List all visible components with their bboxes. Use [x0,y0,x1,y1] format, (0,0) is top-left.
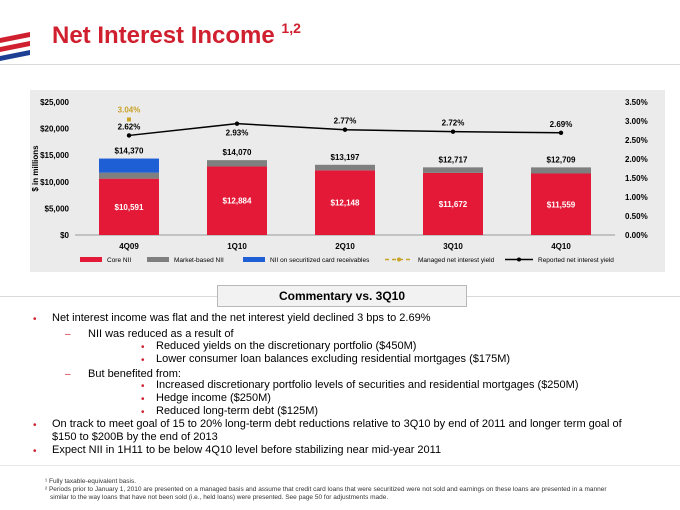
footnote-1: ¹ Fully taxable-equivalent basis. [45,478,137,485]
chart-panel: $0 $5,000 $10,000 $15,000 $20,000 $25,000 0.00… [30,90,665,272]
managed-yield-point [127,117,131,122]
commentary-divider-left [0,296,217,297]
y-tick-label: $20,000 [40,125,69,134]
reported-yield-point [126,133,132,138]
reported-yield-point [450,129,456,134]
bullet-1: Net interest income was flat and the net… [52,312,431,324]
bar-securitized-nii [99,158,159,173]
bullet-1a1: Reduced yields on the discretionary port… [156,340,417,352]
bullet-2-line1: On track to meet goal of 15 to 20% long-… [52,418,622,430]
bar-market-based-nii [315,164,375,171]
legend-reported-yield-label: Reported net interest yield [538,257,614,264]
y2-tick-label: 2.00% [625,155,648,164]
nii-chart: $0 $5,000 $10,000 $15,000 $20,000 $25,000 0.00… [31,98,648,264]
bullet-marker: • [33,314,37,325]
bullet-marker: • [141,407,145,418]
x-tick-label: 1Q10 [227,242,247,251]
dash-marker: – [65,369,71,380]
total-value-label: $14,070 [223,148,252,157]
x-tick-label: 3Q10 [443,242,463,251]
bar-core-nii [315,170,375,235]
bar-market-based-nii [99,172,159,179]
title-divider [0,64,680,65]
total-value-label: $14,370 [115,147,144,156]
bullet-3: Expect NII in 1H11 to be below 4Q10 leve… [52,444,442,456]
commentary-divider-right [467,296,680,297]
y2-tick-label: 0.50% [625,212,648,221]
bullet-marker: • [141,381,145,392]
managed-yield-label: 3.04% [118,105,141,114]
y2-tick-label: 1.00% [625,193,648,202]
bar-core-nii [99,178,159,235]
core-value-label: $10,591 [115,203,144,212]
legend-market-based-nii-label: Market-based NII [174,257,224,264]
legend-managed-yield-marker [397,257,401,262]
y-tick-label: $25,000 [40,98,69,107]
bullet-marker: • [141,342,145,353]
bullet-marker: • [33,446,37,457]
y-tick-label: $5,000 [45,204,70,213]
x-tick-label: 2Q10 [335,242,355,251]
bar-market-based-nii [207,160,267,167]
bullet-1a2: Lower consumer loan balances excluding r… [156,353,511,365]
y-tick-label: $10,000 [40,178,69,187]
legend-core-nii-swatch [80,257,102,262]
core-value-label: $11,672 [439,200,468,209]
legend-securitized-nii-label: NII on securitized card receivables [270,257,370,264]
bar-market-based-nii [423,167,483,173]
core-value-label: $11,559 [547,200,576,209]
reported-yield-label: 2.77% [334,117,357,126]
x-tick-label: 4Q10 [551,242,571,251]
bullet-1b2: Hedge income ($250M) [156,392,271,404]
total-value-label: $12,717 [439,155,468,164]
total-value-label: $13,197 [331,153,360,162]
reported-yield-point [342,127,348,132]
bullet-marker: • [141,394,145,405]
reported-yield-point [234,121,240,126]
bar-core-nii [531,173,591,235]
bank-logo-icon [0,32,30,61]
total-value-label: $12,709 [547,155,576,164]
y-tick-label: $15,000 [40,151,69,160]
reported-yield-label: 2.62% [118,122,141,131]
bullet-2-line2: $150 to $200B by the end of 2013 [52,431,218,443]
bullet-marker: • [33,420,37,431]
y-axis-label: $ in millions [31,145,40,192]
y2-tick-label: 0.00% [625,231,648,240]
y2-tick-label: 1.50% [625,174,648,183]
legend-core-nii-label: Core NII [107,257,131,264]
y2-tick-label: 2.50% [625,136,648,145]
footnotes: ¹ Fully taxable-equivalent basis. ² Peri… [45,478,607,502]
x-tick-label: 4Q09 [119,242,139,251]
core-value-label: $12,148 [331,199,360,208]
bar-core-nii [207,166,267,235]
bullet-1a: NII was reduced as a result of [88,328,234,340]
reported-yield-label: 2.93% [226,129,249,138]
reported-yield-label: 2.72% [442,119,465,128]
core-value-label: $12,884 [223,197,252,206]
footnote-2-line2: similar to the way loans that have not b… [50,494,389,501]
reported-yield-label: 2.69% [550,120,573,129]
y-tick-label: $0 [60,231,69,240]
dash-marker: – [65,329,71,340]
bullet-1b: But benefited from: [88,368,181,380]
bullet-1b3: Reduced long-term debt ($125M) [156,405,319,417]
bullet-1b1: Increased discretionary portfolio levels… [156,379,579,391]
legend-market-based-nii-swatch [147,257,169,262]
bar-market-based-nii [531,167,591,174]
legend-managed-yield-label: Managed net interest yield [418,257,495,264]
legend-reported-yield-marker [517,257,521,262]
page-title: Net Interest Income 1,2 [52,20,301,49]
reported-yield-point [558,130,564,135]
commentary-heading: Commentary vs. 3Q10 [217,285,467,307]
legend-securitized-nii-swatch [243,257,265,262]
bullet-marker: • [141,355,145,366]
y2-tick-label: 3.50% [625,98,648,107]
y2-tick-label: 3.00% [625,117,648,126]
footer-divider [0,465,680,466]
bar-core-nii [423,172,483,235]
footnote-2-line1: ² Periods prior to January 1, 2010 are p… [45,486,607,493]
